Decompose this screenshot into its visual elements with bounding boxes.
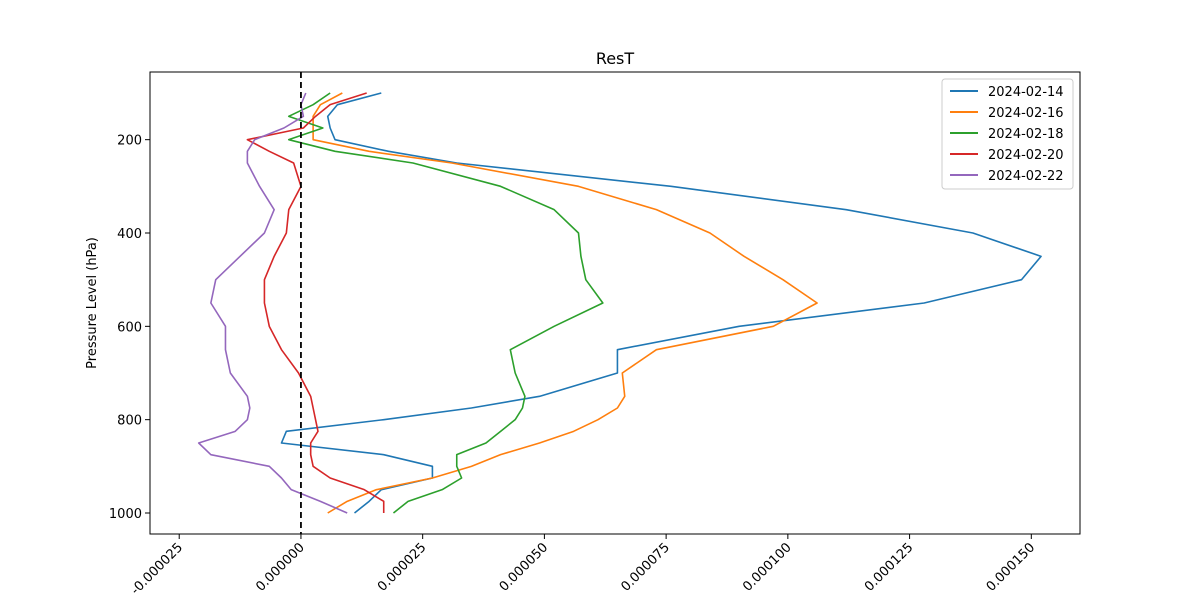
y-tick-label: 400 xyxy=(117,227,142,242)
y-tick-label: 600 xyxy=(117,320,142,335)
series-line-2024-02-14 xyxy=(280,92,1042,514)
y-tick-label: 200 xyxy=(117,134,142,149)
y-axis: 200 400 600 800 1000 xyxy=(109,134,150,522)
chart-title: ResT xyxy=(596,49,635,68)
legend-label: 2024-02-22 xyxy=(988,169,1064,184)
legend: 2024-02-14 2024-02-16 2024-02-18 2024-02-20… xyxy=(941,78,1074,190)
series-line-2024-02-20 xyxy=(246,92,385,513)
legend-label: 2024-02-20 xyxy=(988,148,1064,163)
legend-label: 2024-02-14 xyxy=(988,85,1064,100)
y-tick-label: 800 xyxy=(117,414,142,429)
series-line-2024-02-22 xyxy=(197,92,348,514)
legend-label: 2024-02-18 xyxy=(988,127,1064,142)
plot-frame xyxy=(149,71,1081,535)
legend-label: 2024-02-16 xyxy=(988,106,1064,121)
y-tick-label: 1000 xyxy=(109,507,142,522)
legend-box xyxy=(941,78,1074,190)
plot-lines xyxy=(197,92,1042,514)
y-axis-label: Pressure Level (hPa) xyxy=(85,237,100,369)
series-line-2024-02-18 xyxy=(287,92,604,514)
series-line-2024-02-16 xyxy=(312,92,818,514)
